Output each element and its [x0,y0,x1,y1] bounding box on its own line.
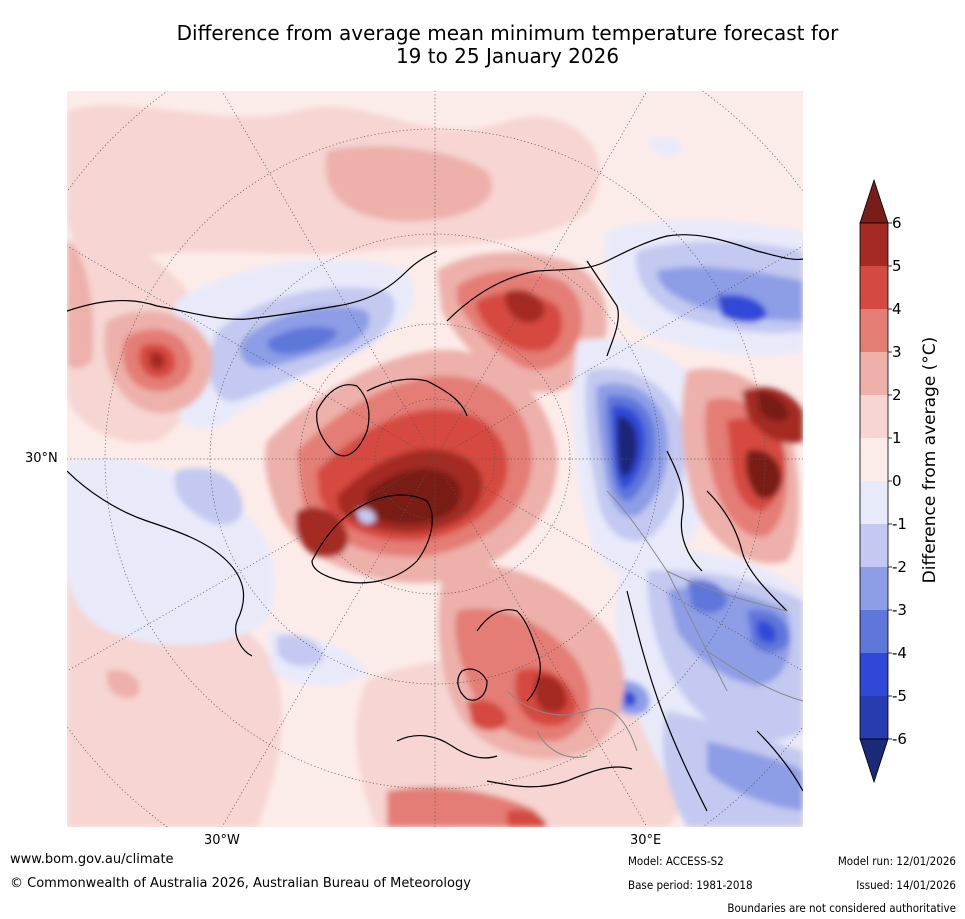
coast-nw-america [67,470,253,657]
coast-greenland [311,494,433,584]
colorbar-segment-1_2 [860,395,888,438]
colorbar-tick-label: 2 [892,386,902,404]
colorbar-tick-label: 0 [892,472,902,490]
coast-siberia [446,234,803,322]
colorbar-tick-label: -6 [892,730,907,748]
colorbar-segment-2_3 [860,352,888,395]
coast-mediterranean [486,766,633,788]
colorbar-tick-label: 5 [892,257,902,275]
graticule [67,91,803,827]
colorbar: 6 5 4 3 2 1 0 -1 -2 -3 -4 -5 -6 Difference from aver… [850,178,965,785]
coast-west-europe [396,734,498,759]
colorbar-tick-label: 4 [892,300,902,318]
anomaly-fields [67,105,803,827]
anomaly-map-svg [67,91,803,827]
title-line-2: 19 to 25 January 2026 [395,44,620,68]
coast-uk [457,668,488,701]
colorbar-under-arrow [859,738,889,784]
colorbar-tick-label: 3 [892,343,902,361]
footer-copyright: © Commonwealth of Australia 2026, Austra… [10,876,471,891]
colorbar-tick-label: -5 [892,687,907,705]
coast-arctic-islands [366,378,468,417]
coast-alaska-canada [67,250,438,320]
coast-east-asia [626,590,708,812]
coast-south-asia [756,730,803,792]
colorbar-segment-0_1 [860,438,888,481]
colorbar-segment-m4_m3 [860,610,888,653]
footer-base-period: Base period: 1981-2018 [628,878,753,892]
colorbar-segments [859,178,889,784]
colorbar-segment-5_6 [860,223,888,266]
footer-model-run: Model run: 12/01/2026 [837,854,956,868]
colorbar-ticks: 6 5 4 3 2 1 0 -1 -2 -3 -4 -5 -6 [888,214,907,748]
coast-scandinavia [476,609,541,702]
coast-taimyr [586,260,619,357]
colorbar-tick-label: -4 [892,644,907,662]
colorbar-tick-label: -2 [892,558,907,576]
coast-kamchatka [666,450,703,572]
coast-japan-korea [706,490,788,612]
colorbar-segment-3_4 [860,309,888,352]
colorbar-segment-m2_m1 [860,524,888,567]
colorbar-tick-label: 1 [892,429,902,447]
colorbar-over-arrow [859,178,889,224]
lon-label-30w: 30°W [204,833,240,848]
colorbar-segment-m1_0 [860,481,888,524]
lat-label-30n: 30°N [25,451,58,466]
colorbar-svg: 6 5 4 3 2 1 0 -1 -2 -3 -4 -5 -6 Difference from aver… [859,178,940,784]
colorbar-tick-label: -3 [892,601,907,619]
map-title: Difference from average mean minimum tem… [50,22,965,68]
colorbar-segment-4_5 [860,266,888,309]
colorbar-tick-label: 6 [892,214,902,232]
colorbar-segment-m3_m2 [860,567,888,610]
coastlines [67,234,803,812]
colorbar-label: Difference from average (°C) [920,337,940,584]
footer-model: Model: ACCESS-S2 [628,854,724,868]
colorbar-segment-m5_m4 [860,653,888,696]
colorbar-tick-label: -1 [892,515,907,533]
forecast-map [67,91,803,827]
lon-label-30e: 30°E [630,833,662,848]
coast-baffin [316,384,370,457]
country-borders [506,490,803,758]
footer-disclaimer: Boundaries are not considered authoritat… [727,901,956,915]
colorbar-segment-m6_m5 [860,696,888,739]
title-line-1: Difference from average mean minimum tem… [176,21,839,45]
footer-issued: Issued: 14/01/2026 [856,878,956,892]
footer-website[interactable]: www.bom.gov.au/climate [10,852,174,867]
